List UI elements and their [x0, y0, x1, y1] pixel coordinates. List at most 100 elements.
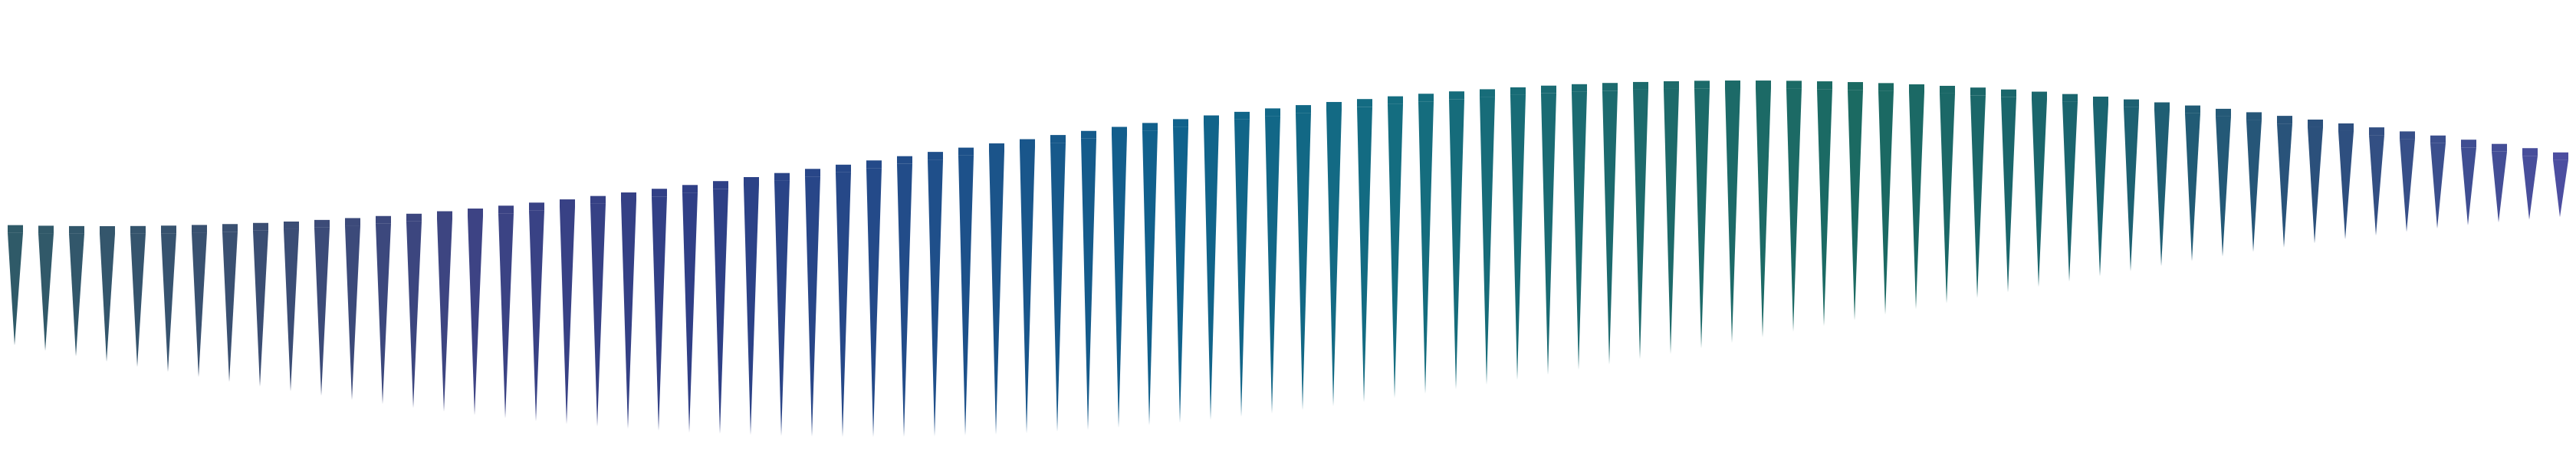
spike	[805, 169, 820, 437]
spike-triangle	[222, 232, 238, 383]
spike-cap	[2185, 105, 2200, 113]
spike	[1725, 80, 1740, 343]
spike-triangle	[2492, 151, 2507, 223]
spike	[100, 225, 115, 362]
spike	[2246, 112, 2262, 252]
spike-triangle	[2185, 113, 2200, 261]
spike	[1204, 115, 1219, 420]
spike	[713, 181, 728, 434]
spike-cap	[498, 205, 514, 214]
spike-cap	[2124, 99, 2139, 107]
spike	[682, 185, 698, 432]
spike	[2277, 116, 2292, 248]
spike-cap	[2093, 97, 2108, 105]
spike-triangle	[468, 216, 483, 416]
spike	[1449, 91, 1464, 389]
spike-triangle	[1725, 88, 1740, 343]
spike	[2430, 135, 2446, 228]
spike-triangle	[713, 189, 728, 434]
spike-cap	[989, 143, 1004, 152]
spike-triangle	[406, 221, 422, 409]
spike-triangle	[2430, 143, 2446, 228]
spike	[1050, 135, 1066, 432]
spike-triangle	[69, 233, 84, 356]
spike	[560, 199, 575, 424]
spike	[1572, 84, 1587, 370]
spike-cap	[2553, 152, 2568, 160]
spike-cap	[468, 209, 483, 217]
spike	[2001, 89, 2016, 293]
spike-cap	[2032, 91, 2047, 100]
spike	[1633, 81, 1648, 360]
spike-triangle	[1633, 89, 1648, 360]
spike-cap	[100, 225, 115, 234]
spike	[928, 152, 943, 437]
spike-triangle	[1050, 143, 1066, 432]
spike-triangle	[529, 210, 544, 422]
spike	[437, 211, 452, 412]
spike-cap	[1388, 96, 1403, 104]
spike-triangle	[1664, 88, 1679, 354]
spike-triangle	[1909, 92, 1924, 310]
spike	[222, 224, 238, 383]
spike-cap	[192, 225, 207, 233]
spike-cap	[1694, 80, 1710, 89]
spike-triangle	[897, 163, 912, 437]
spike-triangle	[1756, 88, 1771, 337]
spike-cap	[2430, 135, 2446, 143]
spike-cap	[2338, 123, 2354, 131]
spike	[1510, 87, 1526, 380]
spike	[130, 225, 146, 367]
spike-triangle	[192, 232, 207, 377]
spike-cap	[1664, 80, 1679, 89]
spike-cap	[345, 218, 360, 226]
spike-triangle	[836, 172, 851, 437]
spike	[1480, 89, 1495, 385]
spike-cap	[314, 219, 330, 228]
spike-triangle	[284, 228, 299, 392]
spike	[161, 225, 176, 373]
spike	[1664, 80, 1679, 354]
spike	[774, 172, 790, 436]
spike-cap	[161, 225, 176, 234]
spike-cap	[529, 202, 544, 211]
spike-triangle	[1357, 107, 1372, 402]
spike	[2032, 91, 2047, 288]
spike-cap	[1418, 94, 1434, 102]
spike-triangle	[1817, 89, 1832, 327]
spike-triangle	[2338, 130, 2354, 240]
spike	[345, 218, 360, 400]
spike	[468, 209, 483, 416]
spike-cap	[774, 172, 790, 181]
spike	[958, 147, 974, 436]
spike-cap	[2001, 89, 2016, 97]
spike-cap	[376, 215, 391, 224]
spike-triangle	[1848, 90, 1863, 320]
spike-triangle	[1510, 94, 1526, 380]
spike-cap	[130, 225, 146, 234]
spike-triangle	[1020, 146, 1035, 434]
spike-cap	[1296, 105, 1311, 113]
spike	[1940, 85, 1955, 304]
spike-cap	[1725, 80, 1740, 89]
spike-cap	[1756, 80, 1771, 89]
spike-triangle	[1204, 123, 1219, 420]
spike	[2400, 131, 2415, 232]
spike	[529, 202, 544, 422]
spike	[2461, 140, 2476, 225]
spike-cap	[1234, 111, 1250, 120]
spike-triangle	[130, 233, 146, 367]
spike-triangle	[2400, 139, 2415, 232]
spike-cap	[590, 196, 606, 204]
spike	[2492, 143, 2507, 223]
spike	[1173, 119, 1188, 423]
spike-cap	[437, 211, 452, 219]
spike-cap	[560, 199, 575, 208]
spike-triangle	[161, 233, 176, 373]
spike-triangle	[1296, 113, 1311, 410]
spike-triangle	[2154, 110, 2170, 267]
spike	[2308, 119, 2323, 244]
spike-cap	[744, 176, 759, 185]
spike	[1909, 84, 1924, 310]
